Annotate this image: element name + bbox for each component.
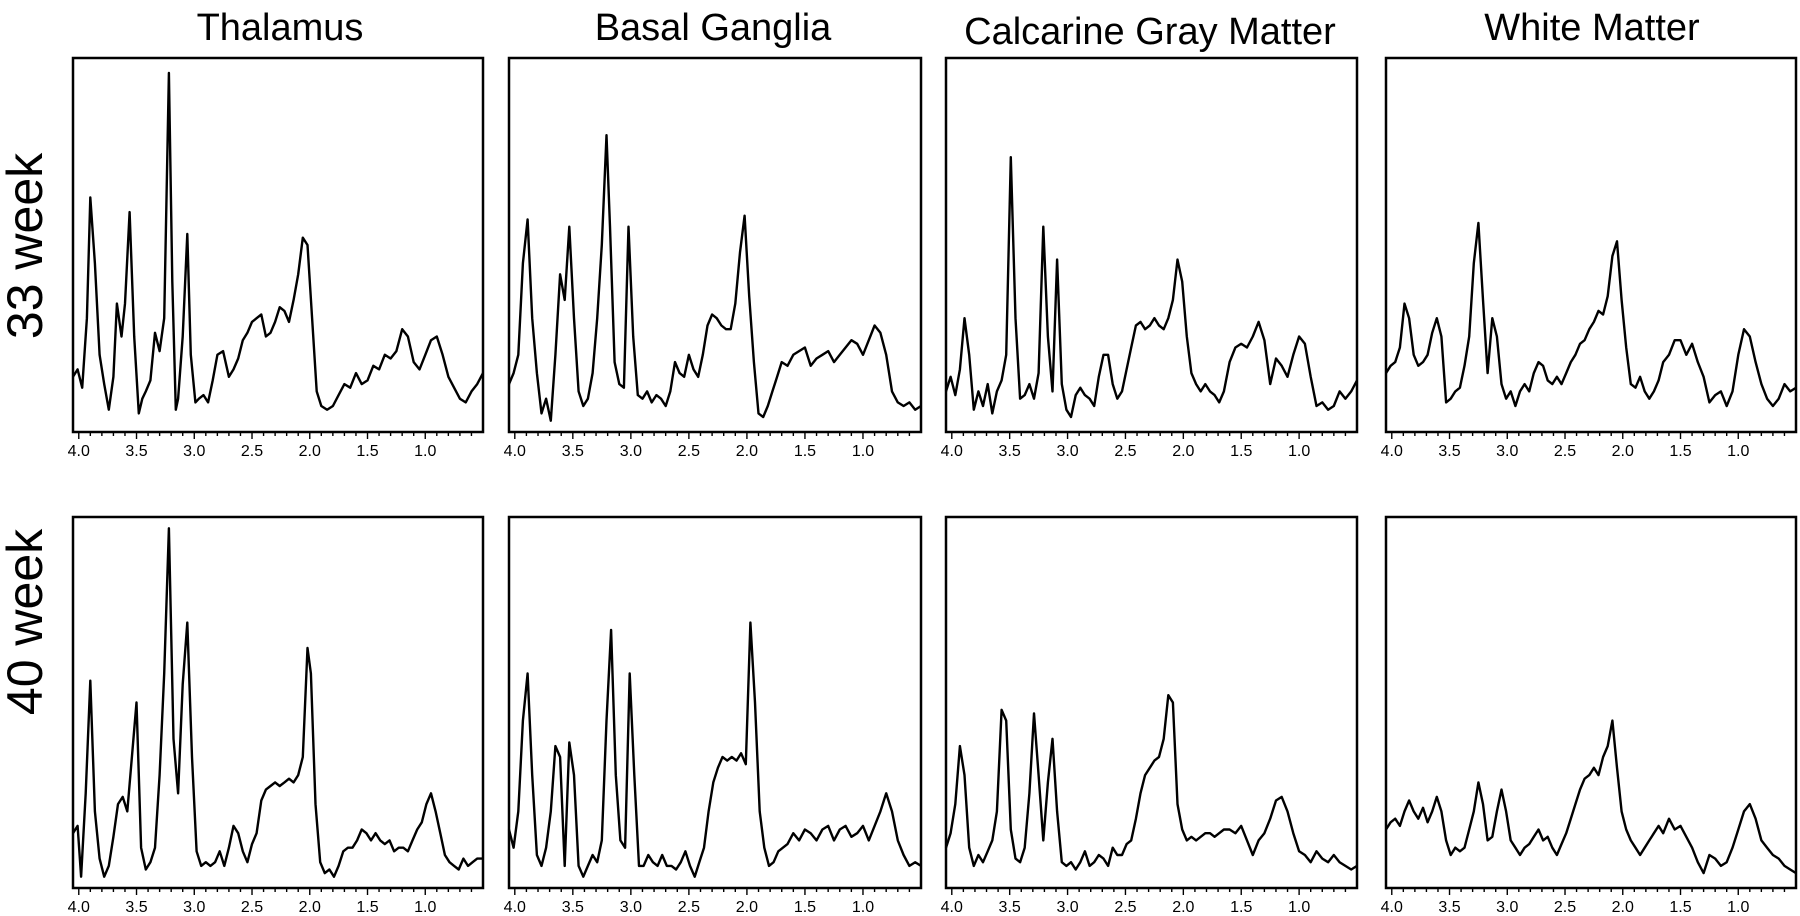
x-tick-label: 3.5 — [999, 899, 1021, 916]
x-tick-label: 3.0 — [1496, 899, 1518, 916]
spectrum-line — [71, 71, 485, 415]
x-tick-label: 1.0 — [414, 899, 436, 916]
x-tick-label: 3.5 — [999, 443, 1021, 460]
x-tick-label: 2.0 — [736, 443, 758, 460]
x-tick-label: 2.0 — [736, 899, 758, 916]
spectrum-line — [71, 527, 483, 878]
panel-33-week-calcarine-gray-matter: 4.0 3.5 3.0 2.5 2.0 1.5 1.0 — [941, 56, 1359, 460]
x-tick-label: 4.0 — [1381, 899, 1403, 916]
x-tick-label: 1.5 — [1230, 899, 1252, 916]
x-tick-label: 1.5 — [356, 443, 378, 460]
x-tick-label: 1.5 — [1230, 443, 1252, 460]
x-tick-label: 4.0 — [941, 899, 963, 916]
x-tick-label: 4.0 — [504, 899, 526, 916]
x-tick-label: 1.5 — [356, 899, 378, 916]
plot-frame — [71, 515, 485, 890]
x-tick-label: 2.0 — [1612, 443, 1634, 460]
x-tick-label: 4.0 — [1381, 443, 1403, 460]
x-tick-label: 3.5 — [1438, 443, 1460, 460]
x-tick-label: 1.0 — [1727, 443, 1749, 460]
x-tick-label: 1.0 — [414, 443, 436, 460]
x-tick-label: 3.0 — [183, 443, 205, 460]
x-tick-label: 3.0 — [620, 443, 642, 460]
x-tick-label: 2.5 — [241, 443, 263, 460]
x-tick-label: 1.0 — [1288, 443, 1310, 460]
panel-40-week-basal-ganglia: 4.0 3.5 3.0 2.5 2.0 1.5 1.0 — [504, 515, 923, 916]
x-tick-label: 4.0 — [504, 443, 526, 460]
x-tick-label: 3.0 — [183, 899, 205, 916]
panel-33-week-basal-ganglia: 4.0 3.5 3.0 2.5 2.0 1.5 1.0 — [504, 56, 923, 460]
x-tick-label: 3.0 — [1496, 443, 1518, 460]
spectrum-line — [507, 621, 922, 878]
x-tick-label: 3.0 — [1056, 899, 1078, 916]
x-tick-label: 1.0 — [1727, 899, 1749, 916]
panel-40-week-thalamus: 4.0 3.5 3.0 2.5 2.0 1.5 1.0 — [68, 515, 485, 916]
plot-frame — [1384, 56, 1798, 434]
plot-frame — [1384, 515, 1798, 890]
x-tick-label: 3.5 — [1438, 899, 1460, 916]
x-tick-label: 2.0 — [299, 443, 321, 460]
plot-frame — [944, 515, 1359, 890]
x-tick-label: 3.5 — [125, 899, 147, 916]
x-tick-label: 2.5 — [678, 899, 700, 916]
column-title-white-matter: White Matter — [1484, 7, 1700, 49]
x-tick-label: 1.5 — [794, 899, 816, 916]
x-tick-label: 2.0 — [1612, 899, 1634, 916]
plot-frame — [507, 515, 923, 890]
x-tick-label: 2.5 — [1114, 899, 1136, 916]
x-tick-label: 3.0 — [620, 899, 642, 916]
spectrum-line — [1384, 719, 1797, 875]
x-tick-label: 2.5 — [1114, 443, 1136, 460]
x-tick-label: 2.0 — [1172, 899, 1194, 916]
panel-40-week-white-matter: 4.0 3.5 3.0 2.5 2.0 1.5 1.0 — [1381, 515, 1798, 916]
spectrum-line — [944, 694, 1358, 871]
x-tick-label: 2.5 — [241, 899, 263, 916]
x-tick-label: 4.0 — [941, 443, 963, 460]
panel-40-week-calcarine-gray-matter: 4.0 3.5 3.0 2.5 2.0 1.5 1.0 — [941, 515, 1359, 916]
x-tick-label: 4.0 — [68, 899, 90, 916]
x-tick-label: 1.0 — [1288, 899, 1310, 916]
x-tick-label: 1.5 — [794, 443, 816, 460]
spectrum-line — [1384, 221, 1797, 408]
row-label-33-week: 33 week — [0, 152, 53, 339]
x-tick-label: 2.5 — [1554, 899, 1576, 916]
x-tick-label: 1.5 — [1669, 899, 1691, 916]
x-tick-label: 2.0 — [299, 899, 321, 916]
panel-33-week-thalamus: 4.0 3.5 3.0 2.5 2.0 1.5 1.0 — [68, 56, 485, 460]
panel-33-week-white-matter: 4.0 3.5 3.0 2.5 2.0 1.5 1.0 — [1381, 56, 1798, 460]
x-tick-label: 2.0 — [1172, 443, 1194, 460]
x-tick-label: 1.5 — [1669, 443, 1691, 460]
x-tick-label: 3.0 — [1056, 443, 1078, 460]
x-tick-label: 4.0 — [68, 443, 90, 460]
column-title-thalamus: Thalamus — [197, 7, 364, 49]
column-title-basal-ganglia: Basal Ganglia — [595, 7, 832, 49]
x-tick-label: 1.0 — [852, 899, 874, 916]
plot-frame — [71, 56, 485, 434]
row-label-40-week: 40 week — [0, 528, 53, 715]
x-tick-label: 2.5 — [678, 443, 700, 460]
x-tick-label: 2.5 — [1554, 443, 1576, 460]
plot-frame — [507, 56, 923, 434]
x-tick-label: 1.0 — [852, 443, 874, 460]
spectrum-line — [944, 155, 1359, 419]
column-title-calcarine-gray-matter: Calcarine Gray Matter — [964, 11, 1336, 53]
plot-frame — [944, 56, 1359, 434]
spectrum-line — [507, 133, 922, 422]
x-tick-label: 3.5 — [562, 899, 584, 916]
x-tick-label: 3.5 — [125, 443, 147, 460]
x-tick-label: 3.5 — [562, 443, 584, 460]
